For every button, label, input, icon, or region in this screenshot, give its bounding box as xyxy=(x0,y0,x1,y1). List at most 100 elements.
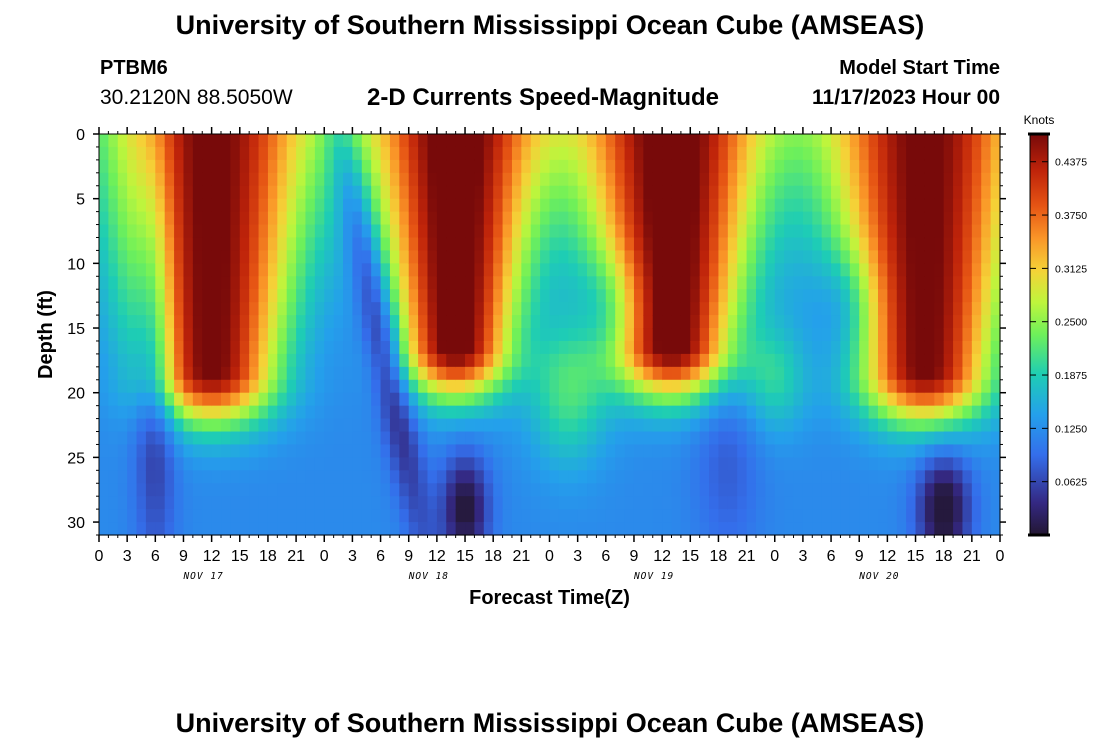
heatmap-cell xyxy=(202,418,213,433)
heatmap-cell xyxy=(333,483,344,497)
heatmap-cell xyxy=(868,302,879,316)
heatmap-cell xyxy=(521,185,532,200)
heatmap-cell xyxy=(127,185,138,200)
heatmap-cell xyxy=(192,276,203,290)
heatmap-cell xyxy=(324,172,335,187)
x-tick-label: 0 xyxy=(545,548,554,565)
heatmap-cell xyxy=(849,353,860,368)
heatmap-cell xyxy=(155,172,166,187)
heatmap-cell xyxy=(877,237,888,252)
heatmap-cell xyxy=(624,315,635,329)
heatmap-cell xyxy=(577,379,588,394)
heatmap-cell xyxy=(643,159,654,174)
heatmap-cell xyxy=(671,263,682,277)
heatmap-cell xyxy=(727,315,738,329)
heatmap-cell xyxy=(446,418,457,433)
heatmap-cell xyxy=(793,250,804,264)
heatmap-cell xyxy=(615,470,626,484)
heatmap-cell xyxy=(183,405,194,420)
heatmap-cell xyxy=(699,263,710,277)
heatmap-cell xyxy=(145,366,156,381)
heatmap-cell xyxy=(802,328,813,342)
heatmap-cell xyxy=(465,289,476,303)
heatmap-cell xyxy=(605,444,616,458)
heatmap-cell xyxy=(239,457,250,471)
heatmap-cell xyxy=(793,366,804,381)
heatmap-cell xyxy=(136,522,147,536)
heatmap-cell xyxy=(314,418,325,433)
heatmap-cell xyxy=(136,405,147,420)
heatmap-cell xyxy=(305,328,316,342)
heatmap-cell xyxy=(399,392,410,407)
heatmap-cell xyxy=(868,483,879,497)
heatmap-cell xyxy=(859,172,870,187)
heatmap-cell xyxy=(558,392,569,407)
heatmap-cell xyxy=(286,134,297,148)
heatmap-cell xyxy=(671,185,682,200)
heatmap-cell xyxy=(718,522,729,536)
colorbar-tick-label: 0.0625 xyxy=(1055,477,1087,489)
heatmap-cell xyxy=(380,522,391,536)
heatmap-cell xyxy=(915,315,926,329)
heatmap-cell xyxy=(962,457,973,471)
heatmap-cell xyxy=(831,496,842,510)
heatmap-cell xyxy=(755,276,766,290)
heatmap-cell xyxy=(267,315,278,329)
heatmap-cell xyxy=(624,276,635,290)
heatmap-cell xyxy=(192,496,203,510)
heatmap-cell xyxy=(164,134,175,148)
heatmap-cell xyxy=(305,146,316,161)
heatmap-cell xyxy=(530,211,541,226)
heatmap-cell xyxy=(427,353,438,368)
heatmap-cell xyxy=(840,185,851,200)
heatmap-cell xyxy=(511,379,522,394)
heatmap-cell xyxy=(615,405,626,420)
heatmap-cell xyxy=(324,159,335,174)
heatmap-cell xyxy=(981,263,992,277)
heatmap-cell xyxy=(549,302,560,316)
heatmap-cell xyxy=(887,522,898,536)
heatmap-cell xyxy=(821,302,832,316)
heatmap-cell xyxy=(859,444,870,458)
heatmap-cell xyxy=(108,289,119,303)
heatmap-cell xyxy=(924,315,935,329)
heatmap-cell xyxy=(258,198,269,213)
heatmap-cell xyxy=(643,457,654,471)
heatmap-cell xyxy=(286,483,297,497)
heatmap-cell xyxy=(821,444,832,458)
heatmap-cell xyxy=(183,250,194,264)
heatmap-cell xyxy=(174,263,185,277)
heatmap-cell xyxy=(174,522,185,536)
heatmap-cell xyxy=(971,366,982,381)
heatmap-cell xyxy=(174,405,185,420)
heatmap-cell xyxy=(136,431,147,446)
heatmap-cell xyxy=(164,366,175,381)
heatmap-cell xyxy=(343,172,354,187)
heatmap-cell xyxy=(812,172,823,187)
heatmap-cell xyxy=(680,185,691,200)
heatmap-cell xyxy=(662,302,673,316)
heatmap-cell xyxy=(718,379,729,394)
heatmap-cell xyxy=(906,431,917,446)
heatmap-cell xyxy=(943,276,954,290)
heatmap-cell xyxy=(971,431,982,446)
heatmap-cell xyxy=(915,431,926,446)
heatmap-cell xyxy=(99,302,109,316)
heatmap-cell xyxy=(474,431,485,446)
heatmap-cell xyxy=(145,302,156,316)
heatmap-cell xyxy=(145,522,156,536)
heatmap-cell xyxy=(183,470,194,484)
heatmap-cell xyxy=(953,431,964,446)
heatmap-cell xyxy=(267,211,278,226)
heatmap-cell xyxy=(896,496,907,510)
heatmap-cell xyxy=(868,470,879,484)
heatmap-cell xyxy=(155,276,166,290)
heatmap-cell xyxy=(108,250,119,264)
heatmap-cell xyxy=(568,496,579,510)
heatmap-cell xyxy=(896,431,907,446)
heatmap-cell xyxy=(465,509,476,523)
heatmap-cell xyxy=(915,134,926,148)
heatmap-cell xyxy=(896,470,907,484)
heatmap-cell xyxy=(568,470,579,484)
heatmap-cell xyxy=(755,250,766,264)
